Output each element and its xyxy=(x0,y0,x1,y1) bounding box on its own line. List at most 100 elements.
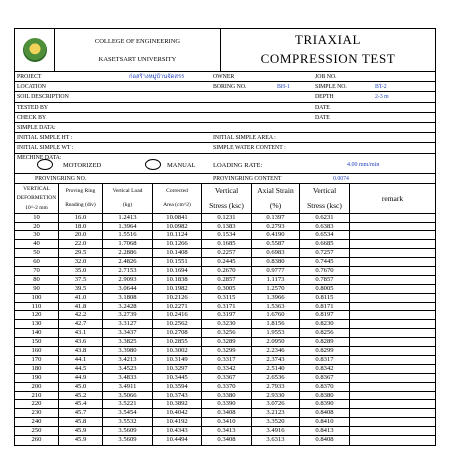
table-row: 110 41.8 3.2428 10.2271 0.3171 1.5363 0.8171 xyxy=(15,302,435,312)
cell-axial-strain: 1.3966 xyxy=(252,293,300,302)
motorized-radio-icon[interactable] xyxy=(37,158,53,170)
cell-vertical-stress-2: 0.8380 xyxy=(300,391,350,400)
cell-remark xyxy=(350,338,435,346)
cell-proving-reading: 42.2 xyxy=(59,311,103,320)
table-body: 10 16.0 1.2413 10.0841 0.1231 0.1397 0.6231 20 1… xyxy=(15,213,435,445)
cell-vertical-stress: 0.3115 xyxy=(202,293,252,302)
cell-remark xyxy=(350,303,435,311)
cell-vertical-stress: 0.1534 xyxy=(202,231,252,240)
cell-deformation: 50 xyxy=(15,249,59,258)
cell-vertical-stress-2: 0.8197 xyxy=(300,311,350,320)
depth-label: DEPTH xyxy=(315,94,334,101)
cell-vertical-stress-2: 0.8342 xyxy=(300,364,350,373)
cell-deformation: 70 xyxy=(15,267,59,275)
cell-proving-reading: 20.0 xyxy=(59,231,103,240)
cell-vertical-stress: 0.2257 xyxy=(202,249,252,258)
cell-deformation: 220 xyxy=(15,400,59,409)
cell-corrected-area: 10.3297 xyxy=(153,364,202,373)
cell-deformation: 170 xyxy=(15,355,59,364)
manual-radio-icon[interactable] xyxy=(145,158,161,170)
cell-proving-reading: 42.7 xyxy=(59,320,103,329)
cell-proving-reading: 37.5 xyxy=(59,275,103,284)
cell-remark xyxy=(350,276,435,284)
title-line-2: COMPRESSION TEST xyxy=(260,51,396,66)
cell-axial-strain: 2.5140 xyxy=(252,364,300,373)
cell-axial-strain: 0.8380 xyxy=(252,258,300,267)
cell-vertical-stress: 0.3299 xyxy=(202,347,252,355)
cell-vertical-stress-2: 0.7445 xyxy=(300,258,350,267)
cell-vertical-load: 3.5609 xyxy=(103,427,153,435)
cell-axial-strain: 1.1173 xyxy=(252,275,300,284)
cell-vertical-stress-2: 0.7857 xyxy=(300,275,350,284)
table-row: 260 45.9 3.5609 10.4494 0.3408 3.6313 0.8408 xyxy=(15,435,435,445)
cell-vertical-load: 2.4826 xyxy=(103,258,153,267)
cell-vertical-stress: 0.2857 xyxy=(202,275,252,284)
location-label: LOCATION xyxy=(17,84,46,91)
cell-vertical-stress-2: 0.6383 xyxy=(300,222,350,231)
cell-remark xyxy=(350,409,435,417)
depth-value: 2-3 m xyxy=(375,94,389,101)
table-row: 90 39.5 3.0644 10.1982 0.3005 1.2570 0.8005 xyxy=(15,284,435,294)
test-title: TRIAXIAL COMPRESSION TEST xyxy=(221,29,435,71)
cell-corrected-area: 10.2416 xyxy=(153,311,202,320)
cell-vertical-load: 2.2886 xyxy=(103,249,153,258)
cell-axial-strain: 1.8156 xyxy=(252,320,300,329)
machine-data-label: MECHINE DATA: xyxy=(17,154,62,161)
check-value xyxy=(129,113,213,122)
cell-axial-strain: 2.2346 xyxy=(252,347,300,355)
cell-vertical-load: 3.5066 xyxy=(103,391,153,400)
tested-value xyxy=(129,103,213,112)
cell-proving-reading: 45.8 xyxy=(59,418,103,427)
cell-axial-strain: 0.1397 xyxy=(252,213,300,222)
cell-vertical-load: 3.4833 xyxy=(103,373,153,382)
cell-vertical-stress: 0.3171 xyxy=(202,302,252,311)
cell-vertical-load: 3.4523 xyxy=(103,364,153,373)
cell-remark xyxy=(350,267,435,275)
table-row: 220 45.4 3.5221 10.3892 0.3390 3.0726 0.8390 xyxy=(15,400,435,410)
col-header-corrected-area: Corrected Area (cm^2) xyxy=(153,183,202,213)
project-label: PROJECT xyxy=(17,74,42,80)
cell-remark xyxy=(350,427,435,435)
cell-deformation: 230 xyxy=(15,409,59,418)
logo-cell xyxy=(15,29,55,71)
cell-vertical-stress-2: 0.8005 xyxy=(300,284,350,293)
table-row: 130 42.7 3.3127 10.2562 0.3230 1.8156 0.8230 xyxy=(15,320,435,330)
cell-proving-reading: 43.6 xyxy=(59,338,103,347)
institution-block: COLLEGE OF ENGINEERING KASETSART UNIVERS… xyxy=(55,29,221,71)
col-header-vertical-stress: Vertical Stress (ksc) xyxy=(202,183,252,213)
job-value xyxy=(375,72,435,81)
proving-ring-no-label: PROVINGRING NO. xyxy=(35,175,87,182)
cell-proving-reading: 45.0 xyxy=(59,382,103,391)
cell-remark xyxy=(350,418,435,426)
info-row-soil: SOIL DESCRIPTION DEPTH 2-3 m xyxy=(15,92,435,103)
cell-deformation: 150 xyxy=(15,338,59,347)
table-row: 160 43.8 3.3980 10.3002 0.3299 2.2346 0.8299 xyxy=(15,347,435,356)
cell-remark xyxy=(350,400,435,408)
cell-deformation: 140 xyxy=(15,329,59,338)
cell-vertical-stress: 0.3342 xyxy=(202,364,252,373)
cell-corrected-area: 10.4343 xyxy=(153,427,202,435)
cell-remark xyxy=(350,374,435,382)
owner-label: OWNER xyxy=(213,74,235,80)
date-value-2 xyxy=(375,113,435,122)
cell-vertical-load: 3.5609 xyxy=(103,435,153,445)
table-row: 10 16.0 1.2413 10.0841 0.1231 0.1397 0.6231 xyxy=(15,213,435,223)
cell-axial-strain: 2.6536 xyxy=(252,373,300,382)
cell-proving-reading: 44.1 xyxy=(59,355,103,364)
cell-proving-reading: 18.0 xyxy=(59,222,103,231)
cell-deformation: 110 xyxy=(15,302,59,311)
cell-vertical-load: 1.7068 xyxy=(103,240,153,249)
cell-corrected-area: 10.1838 xyxy=(153,275,202,284)
cell-deformation: 80 xyxy=(15,275,59,284)
cell-vertical-load: 3.5454 xyxy=(103,409,153,418)
cell-vertical-load: 3.2428 xyxy=(103,302,153,311)
cell-vertical-stress-2: 0.8171 xyxy=(300,302,350,311)
col-header-vertical-load: Vertical Load (kg) xyxy=(103,183,153,213)
cell-vertical-stress: 0.3410 xyxy=(202,418,252,427)
test-sheet: COLLEGE OF ENGINEERING KASETSART UNIVERS… xyxy=(14,28,436,446)
check-label: CHECK BY xyxy=(17,114,47,121)
cell-vertical-stress: 0.3367 xyxy=(202,373,252,382)
table-row: 30 20.0 1.5516 10.1124 0.1534 0.4190 0.6534 xyxy=(15,231,435,241)
cell-deformation: 210 xyxy=(15,391,59,400)
cell-vertical-stress-2: 0.8367 xyxy=(300,373,350,382)
